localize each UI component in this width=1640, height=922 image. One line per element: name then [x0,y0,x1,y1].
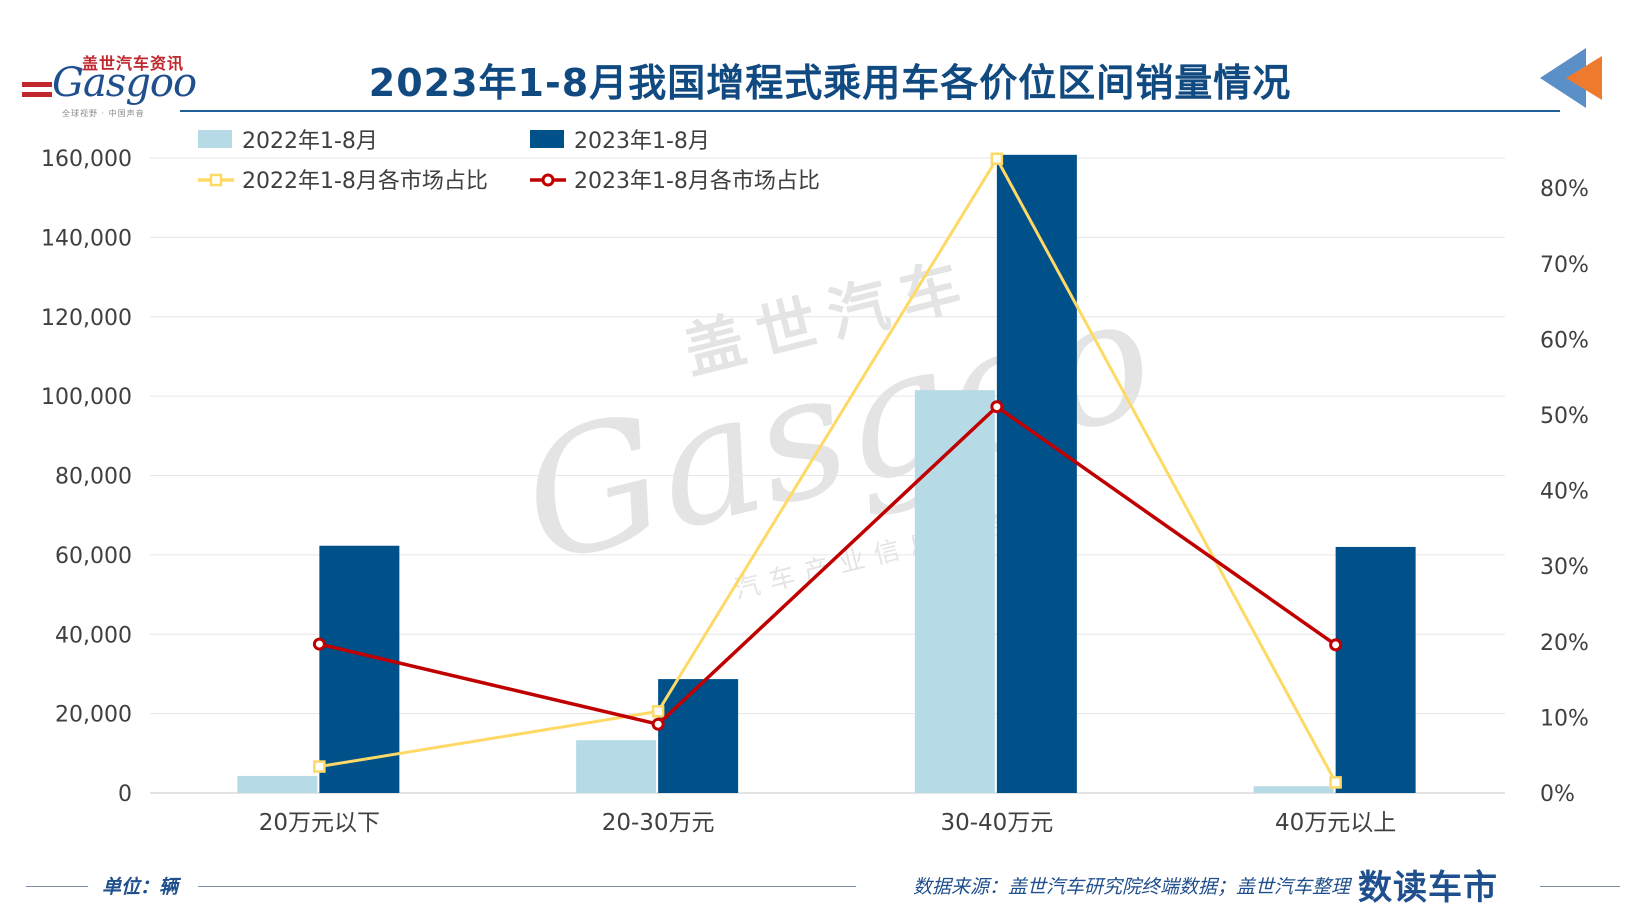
y-right-tick-label: 20% [1540,631,1589,656]
point-2022-share [990,152,1004,166]
point-2022-share [1329,776,1342,789]
x-tick-label: 30-40万元 [940,810,1053,836]
point-2023-share [651,717,665,731]
logo-bar [22,82,52,87]
bar-2023 [658,679,739,793]
y-right-tick-label: 70% [1540,253,1589,278]
y-left-tick-label: 100,000 [41,385,132,410]
footer-divider [26,886,88,887]
footer-divider [1540,886,1620,887]
logo-bar [22,92,52,97]
point-2022-share [651,705,665,718]
unit-label: 单位：辆 [102,876,179,898]
y-right-tick-label: 40% [1540,480,1589,505]
footer-divider [198,886,856,887]
legend-label: 2023年1-8月 [574,129,710,154]
arrow-decoration-icon [1540,48,1602,108]
title-divider [180,110,1560,112]
legend-swatch [198,130,232,148]
y-right-tick-label: 80% [1540,177,1589,202]
line-2022-share [319,155,1337,784]
logo-text-cn: 盖世汽车资讯 [82,54,185,73]
gasgoo-logo: 盖世汽车资讯 Gasgoo 全球视野 · 中国声音 [22,50,222,120]
point-2023-share [1329,638,1343,652]
y-left-tick-label: 40,000 [55,623,132,648]
line-2023-share [318,404,1337,727]
x-tick-label: 40万元以上 [1275,810,1396,836]
y-left-tick-label: 0 [118,782,132,807]
legend-swatch [530,130,564,148]
y-left-tick-label: 120,000 [41,306,132,331]
legend-label: 2022年1-8月各市场占比 [242,169,488,194]
y-right-tick-label: 50% [1540,404,1589,429]
legend-label: 2022年1-8月 [242,129,378,154]
data-source: 数据来源：盖世汽车研究院终端数据；盖世汽车整理 [912,876,1350,898]
bar-2022 [1253,786,1334,793]
legend-marker [209,173,223,187]
logo-text-en: Gasgoo [52,60,197,106]
point-2023-share [990,400,1004,414]
brand-mark: 数读车市 [1358,868,1498,908]
point-2022-share [313,760,326,773]
y-left-tick-label: 60,000 [55,544,132,569]
sales-chart: 0 20,000 40,000 60,000 80,000 100,000 120,000 1… [41,129,1589,836]
legend-label: 2023年1-8月各市场占比 [574,169,820,194]
y-left-tick-label: 140,000 [41,226,132,251]
legend-marker [541,173,555,187]
logo-tagline: 全球视野 · 中国声音 [62,109,145,118]
point-2023-share [312,637,326,651]
y-right-tick-label: 10% [1540,706,1589,731]
y-right-tick-label: 30% [1540,555,1589,580]
bar-2023 [996,154,1077,793]
chart-title: 2023年1-8月我国增程式乘用车各价位区间销量情况 [368,61,1292,105]
bar-2023 [319,545,400,793]
x-tick-label: 20万元以下 [259,810,380,836]
bar-2022 [576,740,657,793]
y-left-tick-label: 20,000 [55,703,132,728]
y-right-tick-label: 60% [1540,328,1589,353]
bar-2023 [1335,546,1416,793]
bar-2022 [237,775,318,793]
y-left-tick-label: 160,000 [41,147,132,172]
y-left-tick-label: 80,000 [55,465,132,490]
bar-2022 [914,390,995,793]
x-tick-label: 20-30万元 [602,810,715,836]
y-right-tick-label: 0% [1540,782,1575,807]
